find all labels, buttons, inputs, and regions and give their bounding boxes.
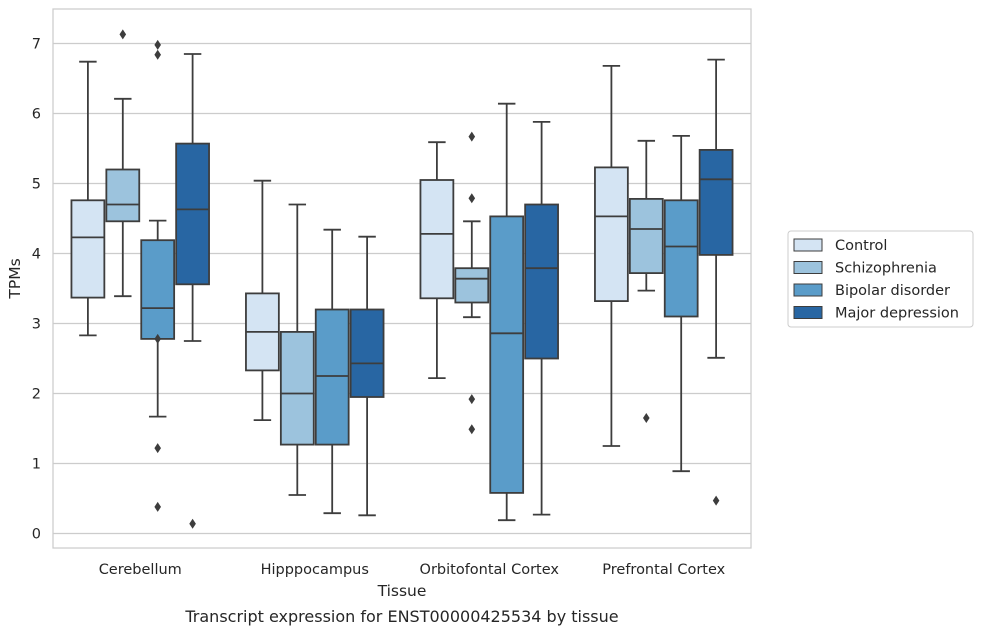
outlier-point — [154, 333, 161, 344]
x-axis-label: Tissue — [377, 582, 427, 600]
y-tick-label: 0 — [32, 527, 41, 543]
legend-label: Bipolar disorder — [835, 283, 950, 299]
box-body — [175, 142, 210, 286]
box-body — [419, 179, 455, 300]
box-schizophrenia — [454, 131, 490, 435]
box-body — [594, 166, 629, 302]
outlier-point — [712, 495, 720, 506]
boxes — [70, 29, 734, 529]
box-body — [454, 267, 490, 304]
y-axis-label: TPMs — [6, 258, 24, 299]
plot-frame — [52, 8, 752, 549]
outlier-point — [154, 49, 161, 60]
box-bipolar-disorder — [314, 228, 350, 515]
outlier-point — [154, 501, 161, 512]
box-body — [628, 197, 664, 274]
legend-label: Major depression — [835, 306, 959, 322]
x-axis-ticks: Cerebellum Hipppocampus Orbitofontal Corte… — [99, 562, 726, 578]
box-schizophrenia — [279, 203, 315, 496]
box-body — [698, 148, 734, 256]
legend-swatch — [793, 238, 823, 252]
box-body — [314, 308, 350, 446]
box-major-depression — [698, 58, 734, 506]
y-tick-label: 2 — [32, 387, 41, 403]
legend-label: Control — [835, 238, 887, 254]
box-body — [524, 203, 559, 360]
y-tick-label: 6 — [32, 107, 41, 123]
box-body — [279, 330, 315, 446]
y-axis-ticks: 0 1 2 3 4 5 6 7 — [32, 37, 41, 543]
outlier-point — [468, 131, 476, 142]
legend-swatch — [793, 261, 823, 274]
box-control — [245, 179, 280, 422]
box-major-depression — [349, 235, 385, 517]
y-tick-label: 3 — [32, 317, 41, 333]
y-tick-label: 7 — [32, 37, 41, 53]
box-bipolar-disorder — [663, 134, 699, 473]
box-schizophrenia — [105, 29, 141, 298]
box-body — [489, 215, 525, 494]
outlier-point — [468, 424, 476, 435]
outlier-point — [468, 394, 476, 405]
outlier-point — [119, 29, 127, 40]
chart-caption: Transcript expression for ENST0000042553… — [184, 607, 618, 626]
outlier-point — [643, 413, 650, 423]
box-control — [419, 141, 455, 380]
legend-swatch — [793, 283, 823, 297]
outlier-point — [154, 39, 161, 50]
x-tick-label: Cerebellum — [99, 562, 182, 578]
outlier-point — [468, 193, 476, 204]
legend: Control Schizophrenia Bipolar disorder Majo… — [787, 230, 974, 328]
x-tick-label: Hipppocampus — [261, 562, 369, 578]
box-major-depression — [175, 53, 210, 529]
outlier-point — [189, 518, 196, 529]
box-control — [594, 65, 629, 447]
y-tick-label: 5 — [32, 177, 41, 193]
box-control — [70, 60, 106, 337]
x-tick-label: Prefrontal Cortex — [602, 562, 725, 578]
outlier-point — [154, 443, 161, 454]
box-major-depression — [524, 121, 559, 516]
box-body — [349, 308, 385, 398]
legend-swatch — [793, 306, 823, 319]
legend-frame — [787, 230, 974, 328]
y-tick-label: 4 — [32, 247, 41, 263]
box-bipolar-disorder — [140, 39, 176, 512]
y-tick-label: 1 — [32, 457, 41, 473]
box-bipolar-disorder — [489, 102, 525, 522]
box-schizophrenia — [628, 139, 664, 423]
x-tick-label: Orbitofontal Cortex — [420, 562, 560, 578]
box-body — [105, 168, 141, 223]
legend-label: Schizophrenia — [835, 261, 937, 277]
box-body — [70, 199, 106, 299]
box-body — [140, 239, 176, 340]
box-body — [663, 199, 699, 318]
